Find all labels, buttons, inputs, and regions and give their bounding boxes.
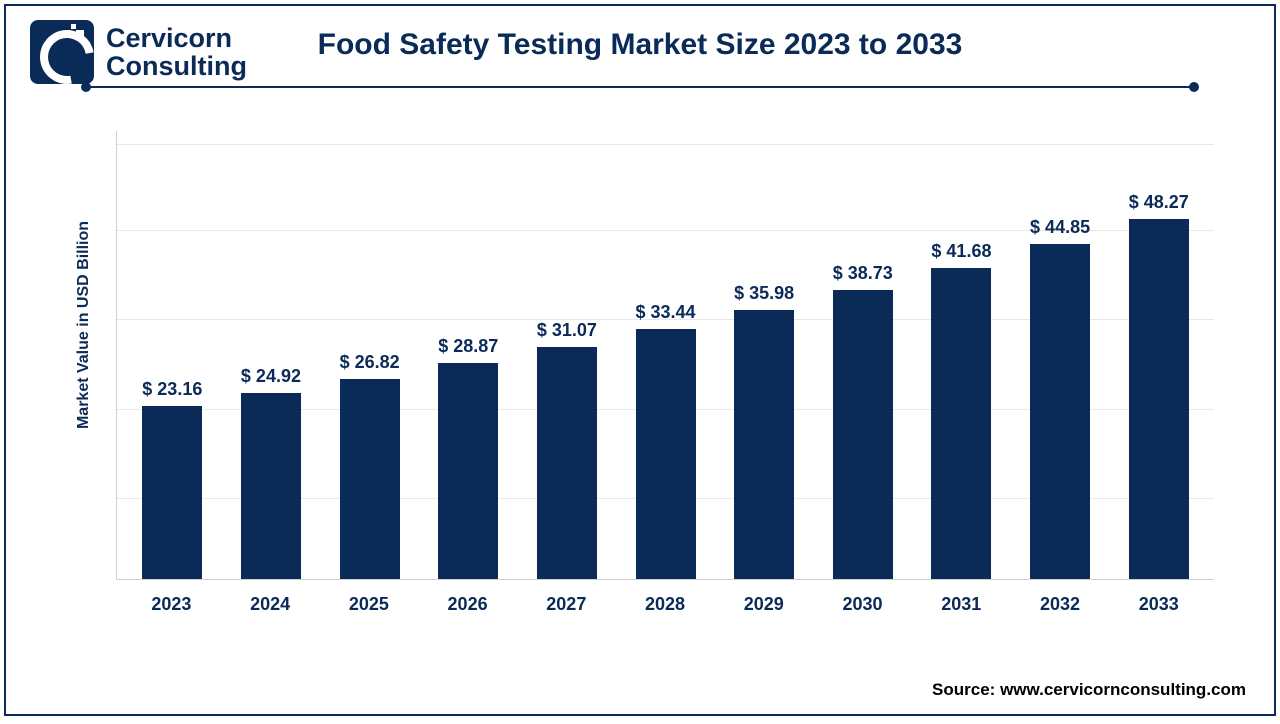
bar — [734, 310, 794, 579]
bar — [1129, 219, 1189, 579]
bar-2030: $ 38.73 — [813, 131, 912, 579]
bar-2029: $ 35.98 — [715, 131, 814, 579]
bar-2024: $ 24.92 — [222, 131, 321, 579]
bar-value-label: $ 48.27 — [1129, 192, 1189, 213]
plot-area: $ 23.16 $ 24.92 $ 26.82 $ 28.87 $ 31.07 $ 33.… — [116, 131, 1214, 580]
x-label-2026: 2026 — [418, 584, 517, 624]
bar — [241, 393, 301, 579]
bar-2027: $ 31.07 — [518, 131, 617, 579]
bar-2031: $ 41.68 — [912, 131, 1011, 579]
source-url: www.cervicornconsulting.com — [1000, 680, 1246, 699]
bar-value-label: $ 33.44 — [635, 302, 695, 323]
x-label-2023: 2023 — [122, 584, 221, 624]
bar — [833, 290, 893, 579]
bar-value-label: $ 23.16 — [142, 379, 202, 400]
bar — [340, 379, 400, 579]
x-label-2032: 2032 — [1011, 584, 1110, 624]
source-prefix: Source: — [932, 680, 1000, 699]
bar-value-label: $ 38.73 — [833, 263, 893, 284]
bar-2032: $ 44.85 — [1011, 131, 1110, 579]
x-label-2029: 2029 — [714, 584, 813, 624]
source-line: Source: www.cervicornconsulting.com — [932, 680, 1246, 700]
x-label-2031: 2031 — [912, 584, 1011, 624]
chart-area: $ 23.16 $ 24.92 $ 26.82 $ 28.87 $ 31.07 $ 33.… — [116, 131, 1214, 624]
bar-value-label: $ 35.98 — [734, 283, 794, 304]
bar-value-label: $ 31.07 — [537, 320, 597, 341]
x-axis-labels: 2023202420252026202720282029203020312032… — [116, 584, 1214, 624]
bars-container: $ 23.16 $ 24.92 $ 26.82 $ 28.87 $ 31.07 $ 33.… — [117, 131, 1214, 579]
bar-value-label: $ 41.68 — [931, 241, 991, 262]
x-label-2024: 2024 — [221, 584, 320, 624]
bar-2025: $ 26.82 — [320, 131, 419, 579]
bar — [1030, 244, 1090, 579]
chart-frame: Cervicorn Consulting Food Safety Testing… — [4, 4, 1276, 716]
bar — [438, 363, 498, 579]
chart-title: Food Safety Testing Market Size 2023 to … — [6, 28, 1274, 62]
bar-value-label: $ 28.87 — [438, 336, 498, 357]
x-label-2030: 2030 — [813, 584, 912, 624]
bar-2023: $ 23.16 — [123, 131, 222, 579]
bar-value-label: $ 44.85 — [1030, 217, 1090, 238]
x-label-2028: 2028 — [616, 584, 715, 624]
bar — [537, 347, 597, 579]
bar — [931, 268, 991, 579]
bar-2028: $ 33.44 — [616, 131, 715, 579]
bar-2033: $ 48.27 — [1109, 131, 1208, 579]
bar-value-label: $ 24.92 — [241, 366, 301, 387]
x-label-2033: 2033 — [1109, 584, 1208, 624]
bar-value-label: $ 26.82 — [340, 352, 400, 373]
title-rule — [86, 86, 1194, 88]
x-label-2025: 2025 — [319, 584, 418, 624]
y-axis-label: Market Value in USD Billion — [64, 6, 104, 644]
bar-2026: $ 28.87 — [419, 131, 518, 579]
bar — [142, 406, 202, 579]
bar — [636, 329, 696, 579]
x-label-2027: 2027 — [517, 584, 616, 624]
